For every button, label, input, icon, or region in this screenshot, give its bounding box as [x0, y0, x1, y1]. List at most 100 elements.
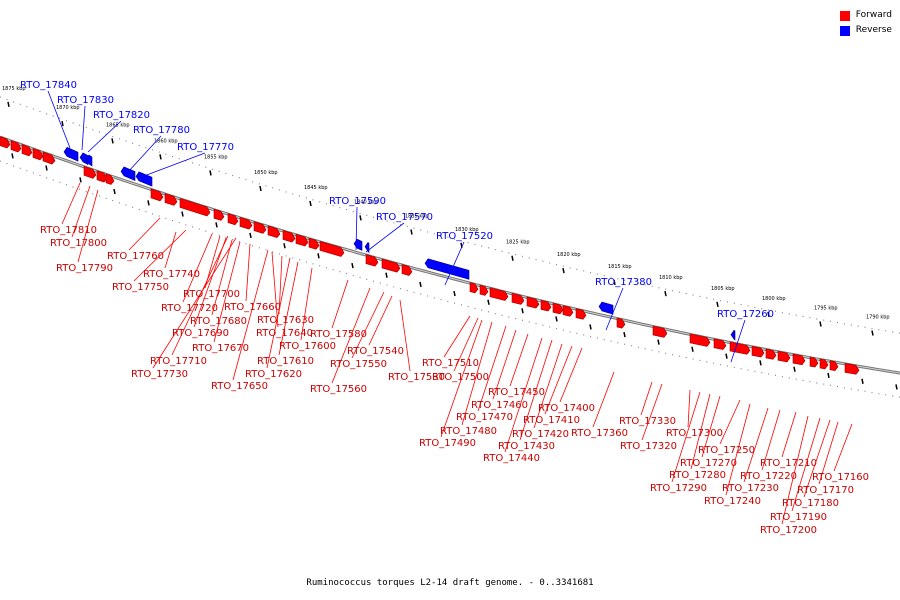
forward-gene-block: [526, 296, 540, 309]
forward-leader-line: [232, 249, 269, 381]
forward-gene-label: RTO_17580: [310, 329, 367, 340]
scale-tick-label: 1840 kbp: [354, 199, 378, 205]
forward-gene-block: [489, 287, 509, 301]
forward-gene-label: RTO_17200: [760, 525, 817, 536]
forward-gene-label: RTO_17330: [619, 416, 676, 427]
forward-gene-block: [164, 193, 178, 206]
forward-gene-block: [282, 230, 296, 243]
forward-leader-line: [791, 417, 821, 512]
reverse-gene-block: [730, 329, 736, 341]
reverse-leader-line: [730, 319, 746, 363]
forward-gene-block: [792, 353, 806, 366]
scale-tick-mark: [209, 170, 212, 176]
reverse-leader-line: [355, 206, 358, 251]
forward-leader-line: [331, 287, 371, 384]
forward-leader-line: [504, 337, 543, 453]
scale-tick-mark: [159, 154, 162, 160]
inner-tick-mark: [453, 290, 456, 297]
scale-tick-mark: [259, 185, 262, 192]
forward-gene-block: [777, 350, 791, 363]
reverse-gene-block: [353, 238, 363, 251]
forward-gene-block: [381, 258, 401, 273]
reverse-gene-label: RTO_17570: [376, 212, 433, 223]
forward-gene-block: [479, 284, 489, 296]
forward-leader-line: [781, 411, 797, 458]
forward-leader-line: [245, 243, 251, 302]
forward-gene-label: RTO_17440: [483, 453, 540, 464]
forward-leader-line: [592, 371, 615, 428]
forward-gene-label: RTO_17450: [488, 387, 545, 398]
forward-leader-line: [725, 403, 751, 496]
scale-tick-label: 1870 kbp: [56, 105, 80, 111]
reverse-leader-line: [81, 105, 86, 151]
forward-gene-block: [562, 305, 574, 317]
forward-gene-label: RTO_17620: [245, 369, 302, 380]
scale-tick-mark: [511, 255, 514, 261]
forward-leader-line: [164, 231, 177, 269]
inner-tick-mark: [725, 353, 728, 359]
forward-gene-label: RTO_17690: [172, 328, 229, 339]
scale-tick-mark: [767, 311, 770, 318]
scale-tick-label: 1820 kbp: [557, 252, 581, 258]
reverse-gene-block: [598, 301, 614, 315]
forward-gene-block: [809, 356, 819, 368]
forward-gene-label: RTO_17720: [161, 303, 218, 314]
inner-tick-mark: [215, 222, 218, 228]
reverse-leader-line: [47, 90, 71, 149]
scale-tick-label: 1800 kbp: [762, 296, 786, 302]
forward-gene-block: [844, 363, 860, 375]
reverse-gene-label: RTO_17260: [717, 309, 774, 320]
forward-leader-line: [803, 419, 831, 498]
inner-tick-mark: [827, 372, 830, 379]
reverse-gene-label: RTO_17780: [133, 125, 190, 136]
forward-leader-line: [399, 299, 411, 372]
forward-gene-label: RTO_17280: [669, 470, 726, 481]
forward-gene-label: RTO_17640: [256, 328, 313, 339]
forward-leader-line: [818, 421, 839, 485]
forward-leader-line: [61, 182, 81, 225]
scale-tick-mark: [61, 120, 64, 127]
forward-gene-block: [32, 147, 44, 161]
reverse-gene-label: RTO_17830: [57, 95, 114, 106]
forward-gene-label: RTO_17500: [432, 372, 489, 383]
reverse-gene-block: [85, 154, 93, 167]
forward-gene-label: RTO_17170: [797, 485, 854, 496]
forward-leader-line: [743, 407, 769, 483]
forward-gene-label: RTO_17420: [512, 429, 569, 440]
forward-gene-label: RTO_17490: [419, 438, 476, 449]
inner-tick-mark: [385, 272, 388, 278]
forward-leader-line: [133, 229, 187, 282]
forward-gene-label: RTO_17790: [56, 263, 113, 274]
forward-gene-label: RTO_17300: [666, 428, 723, 439]
inner-tick-mark: [317, 253, 320, 259]
forward-gene-label: RTO_17460: [471, 400, 528, 411]
forward-leader-line: [71, 185, 91, 238]
forward-gene-label: RTO_17540: [347, 346, 404, 357]
reverse-gene-block: [63, 146, 79, 162]
inner-tick-mark: [895, 384, 898, 390]
inner-tick-mark: [45, 165, 48, 171]
forward-gene-block: [239, 216, 253, 230]
forward-gene-block: [308, 237, 320, 250]
forward-leader-line: [204, 235, 221, 289]
forward-gene-label: RTO_17400: [538, 403, 595, 414]
forward-leader-line: [641, 383, 663, 441]
reverse-gene-block: [79, 152, 89, 166]
forward-leader-line: [690, 393, 711, 470]
reverse-leader-line: [143, 152, 206, 177]
inner-tick-mark: [589, 324, 592, 330]
forward-gene-block: [42, 151, 56, 165]
scale-tick-mark: [562, 267, 565, 274]
scale-tick-mark: [410, 229, 413, 235]
forward-gene-block: [819, 358, 829, 370]
forward-leader-line: [761, 409, 781, 471]
reverse-swatch: [839, 25, 850, 36]
forward-gene-label: RTO_17760: [107, 251, 164, 262]
forward-leader-line: [440, 319, 483, 438]
scale-tick-label: 1805 kbp: [711, 286, 735, 292]
forward-gene-block: [652, 325, 668, 338]
inner-tick-mark: [283, 243, 286, 249]
forward-leader-line: [461, 321, 493, 426]
forward-leader-line: [213, 241, 241, 343]
